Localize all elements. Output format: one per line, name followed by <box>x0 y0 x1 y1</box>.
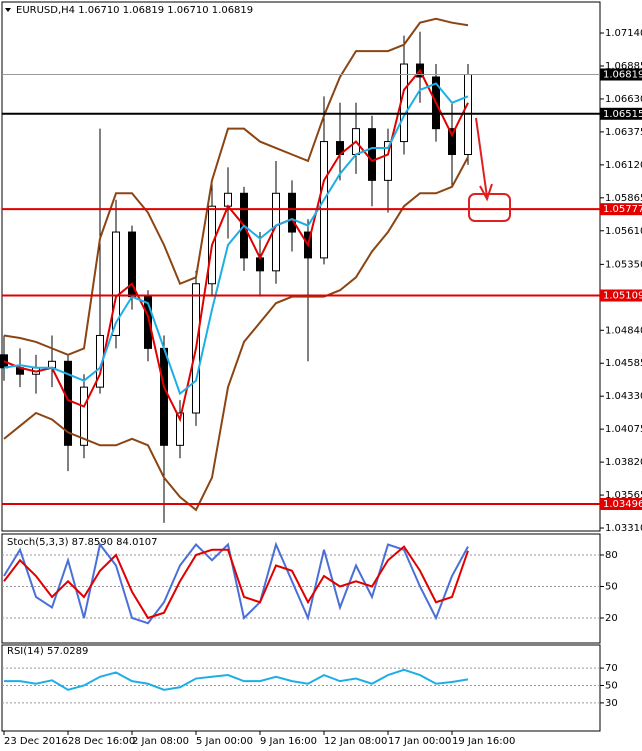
x-tick-label: 19 Jan 16:00 <box>452 736 515 747</box>
y-tick-label: 1.06885 <box>605 61 642 72</box>
x-tick-label: 5 Jan 00:00 <box>196 736 253 747</box>
y-tick-label: 80 <box>605 550 618 561</box>
y-tick-label: 1.07140 <box>605 28 642 39</box>
chart-title: EURUSD,H4 1.06710 1.06819 1.06710 1.0681… <box>16 5 253 16</box>
level-label: 1.06515 <box>603 109 642 120</box>
candle-body <box>160 347 168 446</box>
series-line <box>3 156 469 512</box>
rsi-title: RSI(14) 57.0289 <box>7 646 88 657</box>
candle-body <box>448 128 456 156</box>
y-tick-label: 1.03565 <box>605 490 642 501</box>
level-label: 1.03496 <box>603 499 642 510</box>
annotation-box <box>468 193 511 222</box>
y-tick-label: 1.05350 <box>605 259 642 270</box>
last-price-label: 1.06819 <box>603 70 642 81</box>
y-tick-label: 30 <box>605 698 618 709</box>
series-line <box>3 17 469 356</box>
y-tick-label: 1.05865 <box>605 193 642 204</box>
candle-body <box>224 192 232 207</box>
y-tick-label: 50 <box>605 681 618 692</box>
last-price-box <box>600 68 642 81</box>
title-icon <box>5 8 11 12</box>
candle-body <box>144 296 152 349</box>
level-label-box <box>600 289 642 302</box>
x-tick-label: 28 Dec 16:00 <box>68 736 135 747</box>
level-label-box <box>600 107 642 120</box>
y-tick-label: 1.04330 <box>605 391 642 402</box>
candle-body <box>176 412 184 446</box>
y-tick-label: 50 <box>605 582 618 593</box>
candle-body <box>80 386 88 446</box>
level-label: 1.05777 <box>603 204 642 215</box>
y-tick-label: 70 <box>605 663 618 674</box>
candle-body <box>368 128 376 181</box>
y-tick-label: 1.04585 <box>605 358 642 369</box>
y-tick-label: 1.05610 <box>605 226 642 237</box>
level-label-box <box>600 497 642 510</box>
x-tick-label: 2 Jan 08:00 <box>132 736 189 747</box>
y-tick-label: 20 <box>605 613 618 624</box>
level-label: 1.05109 <box>603 291 642 302</box>
x-tick-label: 9 Jan 16:00 <box>260 736 317 747</box>
candle-body <box>64 360 72 446</box>
y-tick-label: 1.04840 <box>605 325 642 336</box>
series-line <box>3 545 469 620</box>
x-tick-label: 23 Dec 2016 <box>4 736 68 747</box>
x-tick-label: 12 Jan 08:00 <box>324 736 387 747</box>
series-line <box>3 82 469 396</box>
x-tick-label: 17 Jan 00:00 <box>388 736 451 747</box>
stoch-title: Stoch(5,3,3) 87.8590 84.0107 <box>7 537 158 548</box>
candle-body <box>112 231 120 336</box>
y-tick-label: 1.04075 <box>605 424 642 435</box>
y-tick-label: 1.06375 <box>605 127 642 138</box>
level-label-box <box>600 203 642 216</box>
y-tick-label: 1.06120 <box>605 160 642 171</box>
y-tick-label: 1.03820 <box>605 457 642 468</box>
annotation-arrow <box>475 117 493 202</box>
y-tick-label: 1.06630 <box>605 94 642 105</box>
rsi-panel <box>1 644 601 732</box>
plot-layer: 1.07140 1.06885 1.06630 1.06375 1.06120 1.058… <box>0 17 642 747</box>
series-line <box>3 541 469 625</box>
candle-body <box>288 192 296 233</box>
main-panel <box>1 1 601 532</box>
candle-body <box>384 141 392 181</box>
y-tick-label: 1.03310 <box>605 523 642 534</box>
series-line <box>4 668 469 691</box>
